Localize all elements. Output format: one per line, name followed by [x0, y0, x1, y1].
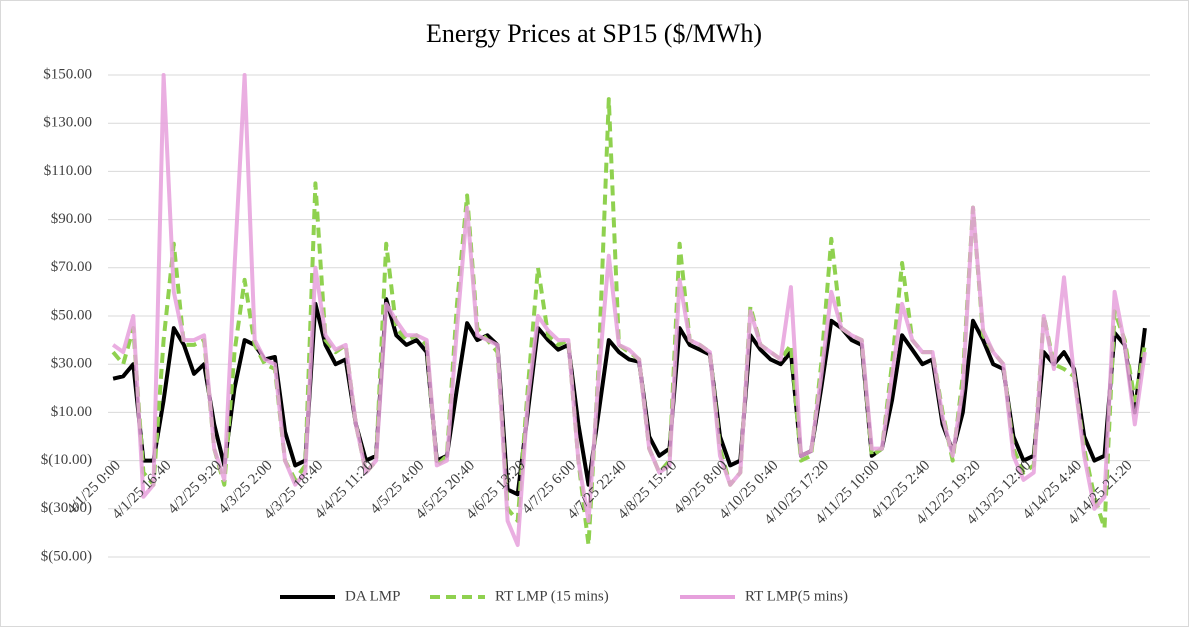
y-tick-label: $(10.00): [41, 452, 92, 468]
y-tick-label: $(50.00): [41, 548, 92, 564]
y-tick-label: $150.00: [43, 66, 92, 82]
series-line: [111, 73, 1147, 547]
chart-title: Energy Prices at SP15 ($/MWh): [426, 19, 762, 48]
legend-label: DA LMP: [345, 588, 400, 604]
y-tick-label: $30.00: [51, 356, 92, 372]
y-tick-label: $50.00: [51, 307, 92, 323]
series-line: [112, 297, 1147, 497]
y-tick-label: $130.00: [43, 115, 92, 131]
y-tick-label: $90.00: [51, 211, 92, 227]
y-tick-label: $110.00: [44, 163, 92, 179]
y-tick-label: $10.00: [51, 404, 92, 420]
legend-label: RT LMP (15 mins): [495, 588, 609, 604]
y-tick-label: $70.00: [51, 259, 92, 275]
y-tick-label: $(30.00): [41, 500, 92, 516]
legend-label: RT LMP(5 mins): [745, 588, 848, 604]
